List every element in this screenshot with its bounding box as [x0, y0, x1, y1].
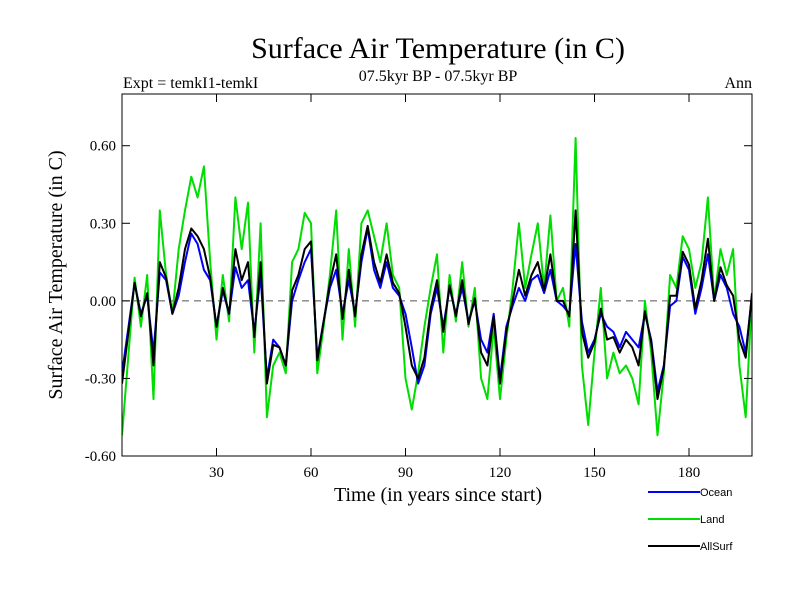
x-tick-label: 150 — [583, 465, 606, 481]
legend-label-allsurf: AllSurf — [700, 541, 733, 553]
chart-title: Surface Air Temperature (in C) — [251, 32, 625, 65]
y-axis-ticks: -0.60 -0.30 0.00 0.30 0.60 — [85, 139, 752, 465]
series-line-allsurf — [122, 209, 752, 401]
period-label: Ann — [724, 75, 752, 92]
x-tick-label: 60 — [304, 465, 319, 481]
x-tick-label: 90 — [398, 465, 413, 481]
series-line-ocean — [122, 227, 752, 393]
x-tick-label: 120 — [489, 465, 512, 481]
series-layer — [122, 137, 752, 437]
y-tick-label: 0.00 — [90, 294, 116, 310]
expt-label: Expt = temkI1-temkI — [123, 75, 258, 92]
y-tick-label: 0.60 — [90, 139, 116, 155]
chart-subtitle: 07.5kyr BP - 07.5kyr BP — [359, 68, 518, 85]
y-tick-label: -0.30 — [85, 371, 116, 387]
x-axis-label: Time (in years since start) — [334, 484, 542, 506]
legend-label-land: Land — [700, 514, 724, 526]
x-tick-label: 30 — [209, 465, 224, 481]
y-tick-label: 0.30 — [90, 216, 116, 232]
x-tick-label: 180 — [678, 465, 701, 481]
legend: Ocean Land AllSurf — [648, 487, 733, 553]
x-axis-ticks: 30 60 90 120 150 180 — [209, 94, 700, 481]
legend-label-ocean: Ocean — [700, 487, 732, 499]
plot-area: 30 60 90 120 150 180 -0.60 -0.30 0.00 0.30 0.60 — [85, 93, 753, 481]
y-axis-label: Surface Air Temperature (in C) — [45, 150, 67, 399]
plot-frame — [121, 93, 753, 457]
y-tick-label: -0.60 — [85, 449, 116, 465]
